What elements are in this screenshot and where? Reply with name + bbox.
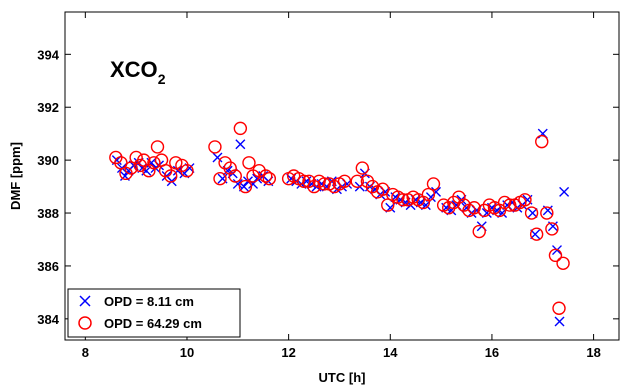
data-point-o xyxy=(556,256,570,270)
data-point-o xyxy=(233,121,248,136)
data-point-o xyxy=(169,156,183,170)
data-point-o xyxy=(540,206,554,220)
data-point-o xyxy=(545,222,559,236)
x-tick-label: 10 xyxy=(180,345,194,360)
data-point-o xyxy=(548,248,563,263)
data-point-o xyxy=(213,171,227,186)
data-point-x xyxy=(559,186,570,197)
data-point-o xyxy=(137,153,151,167)
data-point-o xyxy=(238,179,253,194)
data-point-o xyxy=(350,174,364,188)
data-point-o xyxy=(129,150,143,165)
data-point-o xyxy=(208,140,222,154)
x-tick-label: 8 xyxy=(82,345,89,360)
data-point-o xyxy=(337,174,352,188)
data-point-o xyxy=(114,156,128,170)
data-point-o xyxy=(524,206,539,220)
data-point-x xyxy=(232,178,243,189)
data-point-o xyxy=(180,164,194,178)
x-tick-label: 16 xyxy=(485,345,499,360)
data-point-o xyxy=(381,198,395,212)
data-point-o xyxy=(317,177,331,191)
y-tick-label: 388 xyxy=(37,206,59,221)
y-tick-label: 392 xyxy=(37,100,59,115)
data-point-o xyxy=(426,177,441,191)
y-tick-label: 386 xyxy=(37,259,59,274)
data-point-x xyxy=(212,152,223,163)
data-point-o xyxy=(164,169,178,183)
data-point-o xyxy=(297,174,311,188)
data-point-o xyxy=(147,156,161,170)
x-tick-label: 18 xyxy=(586,345,600,360)
data-point-o xyxy=(242,156,256,170)
data-point-o xyxy=(535,134,549,149)
data-point-o xyxy=(150,140,165,154)
annotation-label: XCO2 xyxy=(110,57,166,87)
legend-label-1: OPD = 8.11 cm xyxy=(104,294,194,309)
y-tick-label: 390 xyxy=(37,153,59,168)
data-point-o xyxy=(503,198,517,212)
data-point-o xyxy=(375,182,390,196)
data-point-o xyxy=(228,169,242,183)
axis-ticks: 8 10 12 14 16 18 384 386 388 390 392 394 xyxy=(37,12,619,360)
data-point-o xyxy=(518,193,532,207)
x-tick-label: 14 xyxy=(383,345,398,360)
data-point-o xyxy=(396,193,410,207)
data-point-x xyxy=(527,208,538,219)
legend-marker-o xyxy=(78,316,92,330)
y-axis-label: DMF [ppm] xyxy=(8,142,23,210)
legend: OPD = 8.11 cm OPD = 64.29 cm xyxy=(67,288,241,338)
data-point-o xyxy=(262,171,277,186)
x-tick-label: 12 xyxy=(281,345,295,360)
data-point-o xyxy=(472,224,486,239)
legend-marker-x xyxy=(79,295,91,307)
data-point-o xyxy=(467,201,481,215)
data-point-o xyxy=(259,169,273,183)
data-point-o xyxy=(421,187,436,202)
legend-label-2: OPD = 64.29 cm xyxy=(104,316,202,331)
y-tick-label: 384 xyxy=(37,312,59,327)
x-axis-label: UTC [h] xyxy=(319,370,366,385)
data-points xyxy=(109,121,570,327)
data-point-o xyxy=(355,161,370,175)
data-point-x xyxy=(554,316,565,327)
data-point-o xyxy=(529,227,544,241)
legend-box xyxy=(67,288,241,338)
data-point-o xyxy=(124,161,138,175)
data-point-o xyxy=(552,301,566,315)
data-point-x xyxy=(235,139,246,150)
y-tick-label: 394 xyxy=(37,47,59,62)
data-point-x xyxy=(431,186,442,197)
